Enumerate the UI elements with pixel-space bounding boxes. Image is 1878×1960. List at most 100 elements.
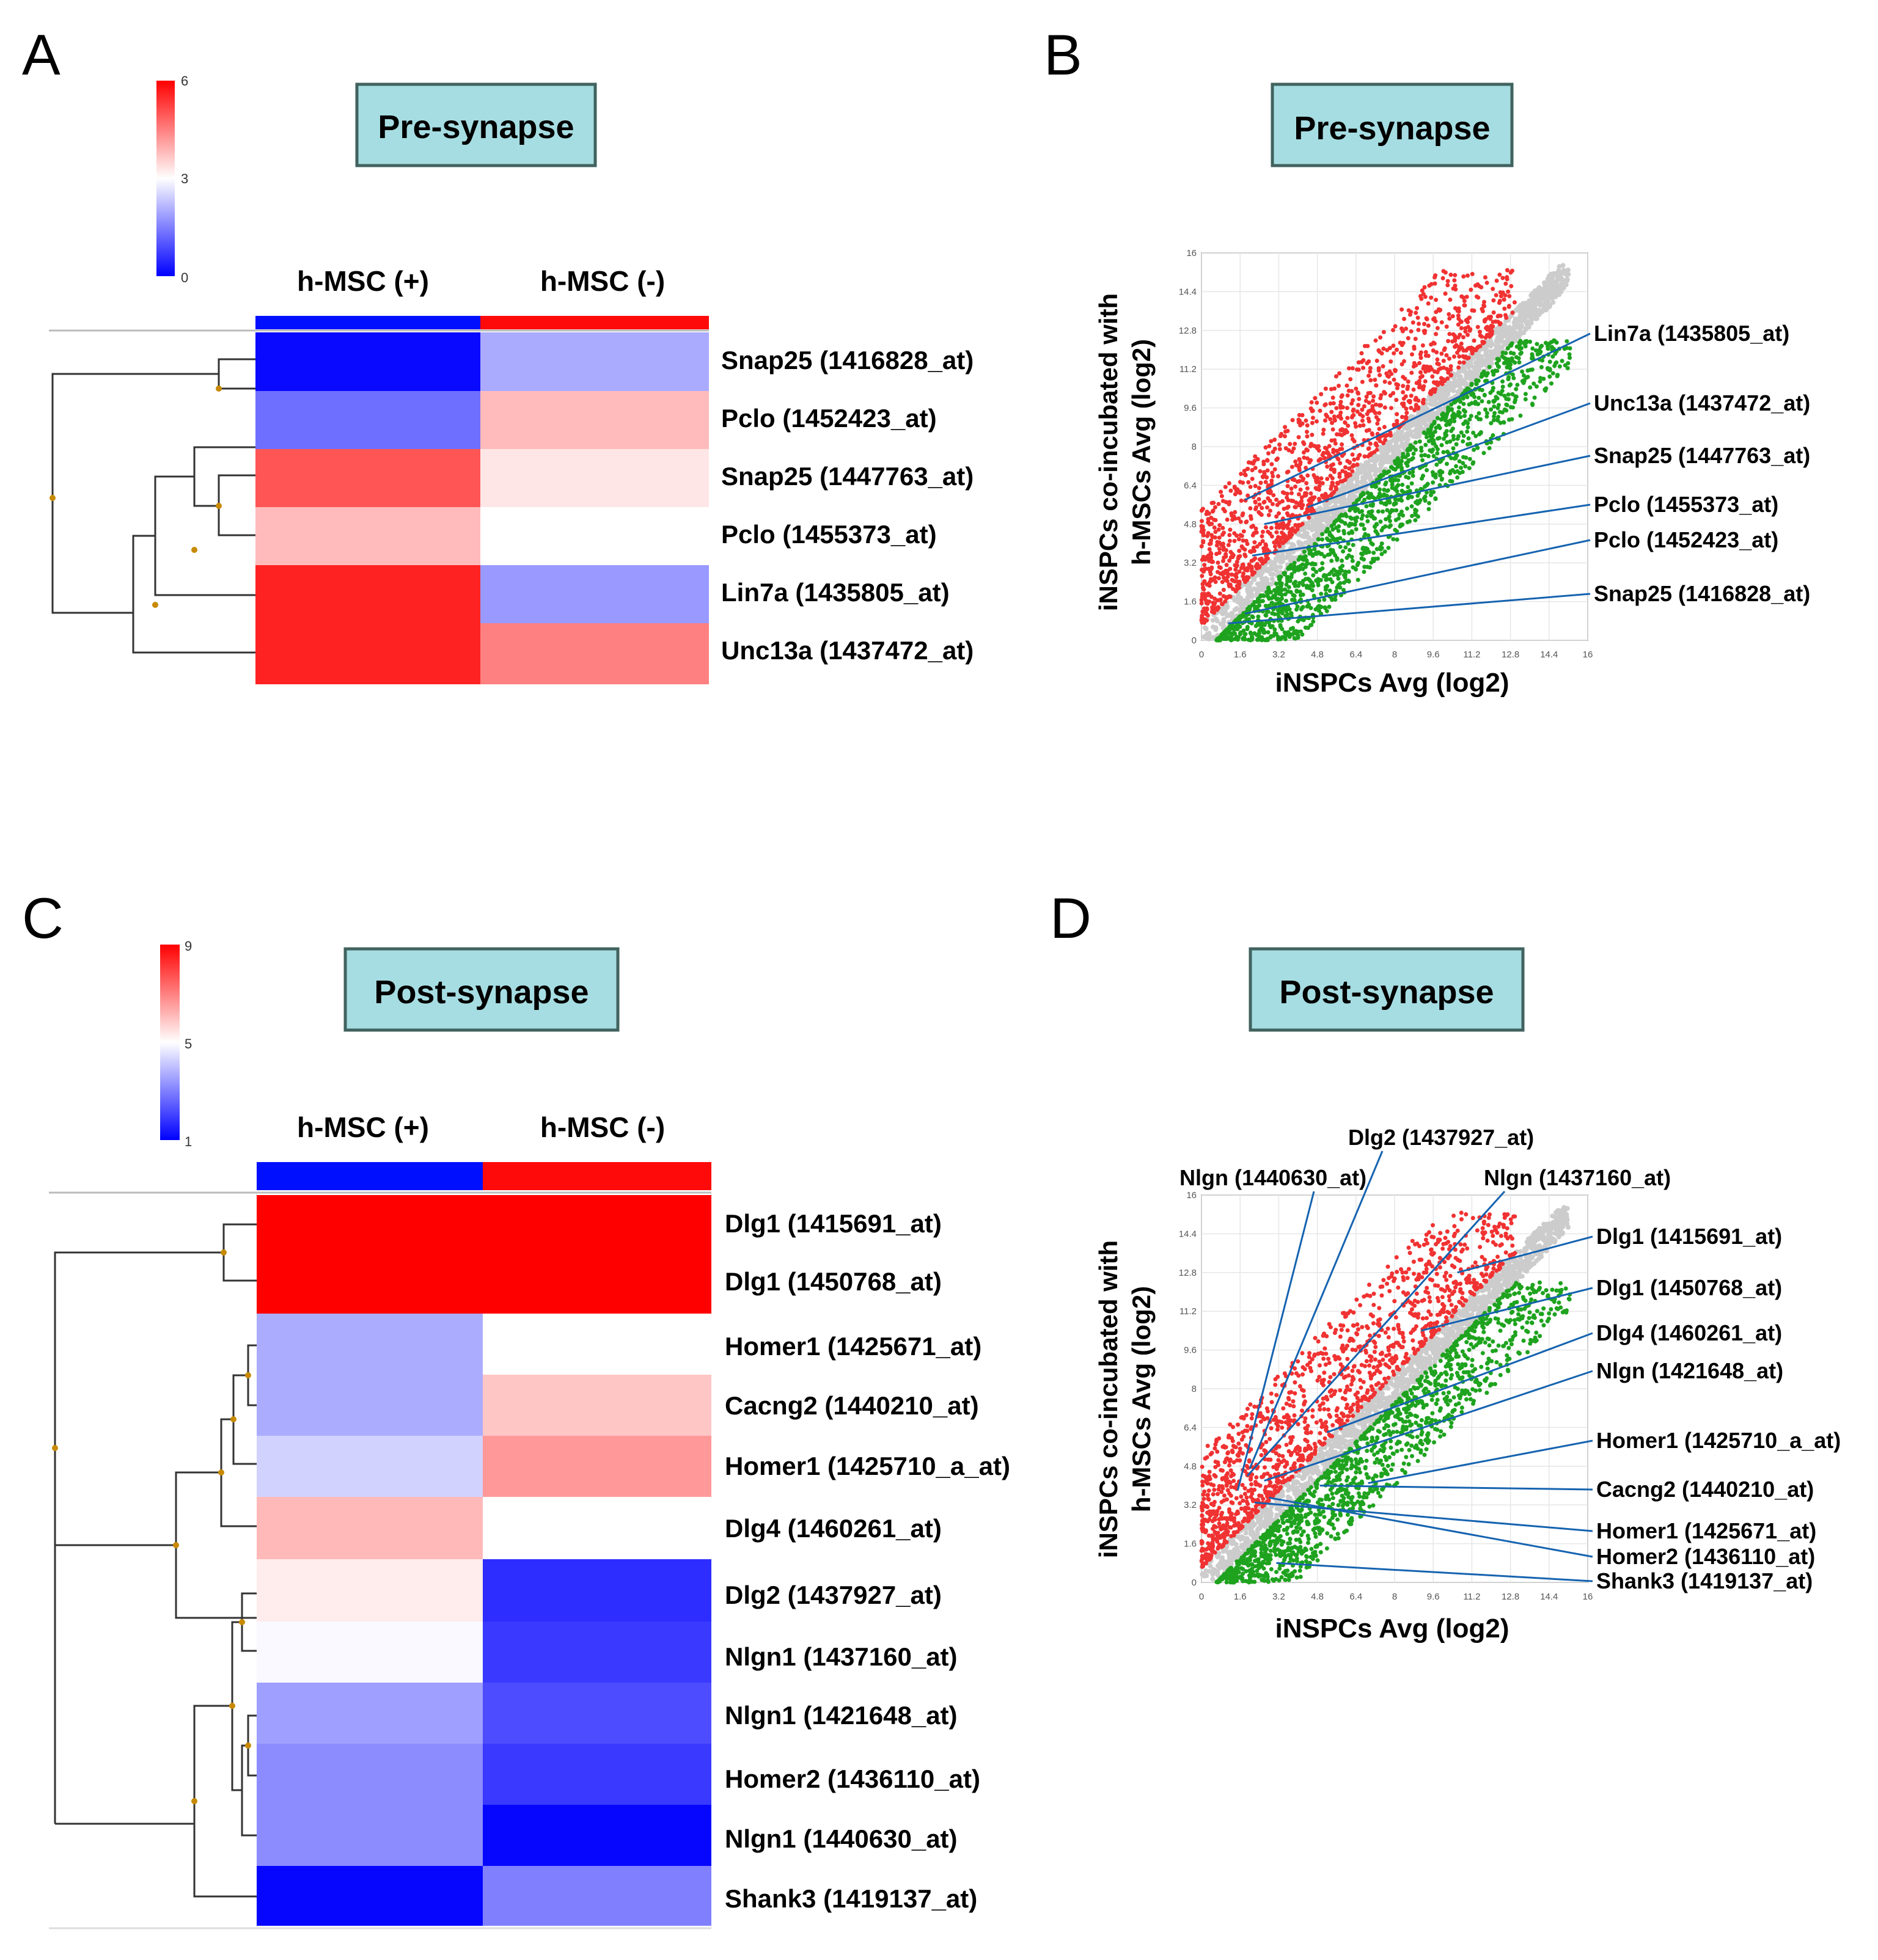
panel-b-point-down [1405,463,1410,468]
panel-b-point-up [1286,513,1291,517]
panel-b-point-down [1525,368,1530,373]
panel-b-point-up [1494,279,1499,283]
panel-b-point-up [1269,525,1274,530]
panel-b-point-down [1450,467,1455,472]
panel-b-point-up [1237,549,1242,554]
panel-b-point-down [1461,455,1466,459]
panel-b-point-unchanged [1417,431,1422,436]
panel-c-row-label: Homer1 (1425710_a_at) [725,1452,1010,1480]
panel-b-point-up [1314,486,1319,491]
panel-b-point-up [1328,474,1333,478]
panel-b-point-up [1381,330,1386,335]
panel-b-point-up [1333,441,1338,446]
panel-b-point-up [1323,386,1328,391]
panel-b-point-unchanged [1213,616,1219,622]
panel-b-point-unchanged [1365,474,1370,480]
panel-d-x-tick-label: 11.2 [1463,1592,1480,1602]
panel-b-point-up [1218,598,1223,603]
panel-b-point-down [1296,583,1301,588]
panel-b-point-down [1425,468,1429,473]
panel-b-point-down [1249,634,1254,639]
panel-b-point-unchanged [1262,582,1267,587]
panel-b-point-down [1530,403,1535,408]
panel-b-point-unchanged [1269,576,1275,582]
panel-b-point-up [1230,552,1234,557]
panel-b-point-up [1351,398,1355,403]
panel-c-heatmap-cell [483,1254,711,1314]
panel-b-point-unchanged [1386,439,1392,445]
panel-b-point-unchanged [1531,314,1537,320]
panel-b-point-down [1443,434,1448,439]
panel-b-point-unchanged [1218,621,1223,627]
panel-b-point-up [1456,335,1461,340]
panel-b-point-down [1299,629,1304,634]
panel-b-point-up [1453,344,1458,349]
panel-d: Post-synapse 001.61.63.23.24.84.86.46.48… [1094,947,1841,1644]
panel-b-point-up [1394,398,1399,403]
panel-b-point-unchanged [1221,605,1227,610]
panel-b-point-down [1316,580,1321,585]
panel-b-point-down [1288,626,1293,631]
panel-b-point-up [1470,346,1475,351]
panel-b-point-up [1348,473,1352,478]
panel-b-point-unchanged [1528,320,1534,326]
panel-d-x-tick-label: 14.4 [1540,1592,1558,1602]
panel-b-point-down [1538,379,1542,384]
panel-b-point-unchanged [1509,333,1514,338]
panel-b-point-down [1362,527,1366,532]
panel-b-point-up [1483,275,1487,280]
panel-b-point-down [1289,575,1294,580]
panel-a-heatmap-cell [480,332,709,391]
panel-b-point-up [1263,525,1268,530]
panel-b-y-tick-label: 8 [1192,442,1197,452]
panel-b-point-down [1374,522,1379,527]
panel-b-point-down [1462,414,1467,419]
panel-b-point-unchanged [1278,565,1283,570]
panel-b-x-tick-label: 4.8 [1311,649,1324,660]
panel-b-point-down [1245,627,1250,632]
panel-b-point-up [1401,396,1406,401]
panel-b-point-up [1469,287,1473,292]
panel-b-point-up [1409,329,1414,334]
panel-b-point-unchanged [1560,263,1566,268]
panel-b-point-down [1365,565,1370,569]
panel-b-point-up [1461,274,1466,279]
panel-b-point-up [1361,358,1366,363]
panel-b-point-up [1382,405,1387,410]
panel-b-point-up [1458,319,1463,324]
panel-b-point-up [1382,425,1387,430]
panel-b-point-unchanged [1274,568,1279,573]
panel-b-point-down [1264,613,1269,618]
panel-b-point-up [1423,349,1428,354]
panel-b-point-down [1408,444,1413,448]
panel-b-point-up [1441,377,1446,382]
panel-b-point-unchanged [1318,521,1323,526]
panel-b-point-unchanged [1341,496,1347,502]
panel-a-row-labels: Snap25 (1416828_at) Pclo (1452423_at) Sn… [721,346,974,665]
panel-b-point-unchanged [1232,598,1238,603]
panel-b-point-up [1217,546,1222,551]
panel-b-point-up [1392,377,1396,382]
panel-b-point-up [1253,454,1258,459]
panel-b-point-up [1220,532,1225,537]
panel-b-point-down [1269,601,1274,605]
panel-b-point-up [1307,460,1312,465]
panel-b-point-up [1421,398,1426,403]
panel-b-point-up [1509,283,1514,288]
panel-b-point-down [1393,527,1398,532]
panel-b-point-down [1288,579,1293,583]
panel-b-point-down [1236,617,1241,622]
panel-b-point-unchanged [1481,361,1487,367]
panel-b-point-up [1482,318,1487,323]
panel-b-point-down [1461,439,1465,444]
panel-a-title: Pre-synapse [378,109,574,145]
panel-b-point-up [1253,526,1258,531]
panel-b-point-up [1423,364,1428,369]
panel-b-point-down [1266,586,1271,591]
panel-b-y-tick-label: 11.2 [1179,364,1197,375]
panel-b-point-down [1227,629,1231,634]
panel-b-point-down [1278,623,1283,627]
panel-b-point-up [1296,417,1301,422]
panel-b-point-up [1431,348,1436,353]
panel-b-point-up [1348,377,1353,382]
